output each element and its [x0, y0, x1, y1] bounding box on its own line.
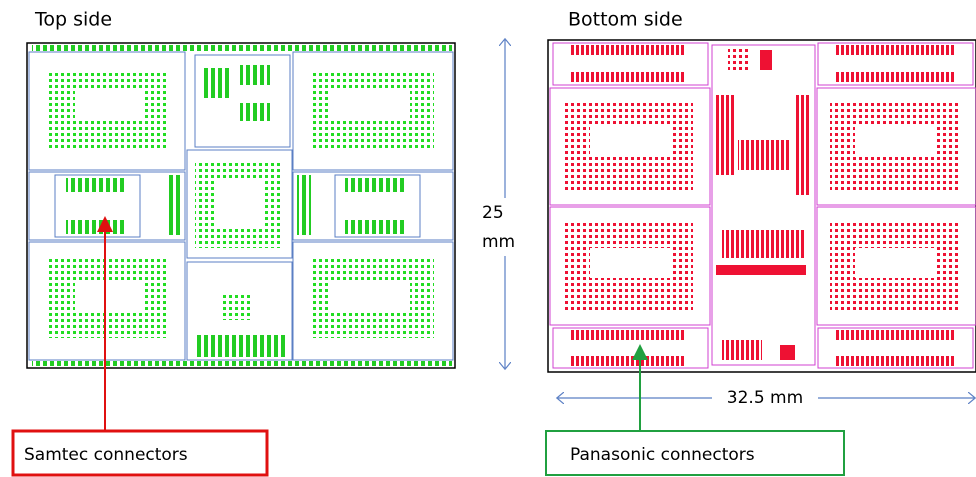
top-side-label: Top side	[34, 9, 112, 31]
panasonic-label: Panasonic connectors	[570, 445, 755, 465]
height-value: 25	[482, 203, 504, 223]
height-unit: mm	[482, 232, 515, 252]
bottom-side-label: Bottom side	[568, 9, 683, 31]
diagram: Top side Bottom side	[0, 0, 976, 477]
bottom-board	[548, 40, 976, 372]
samtec-label: Samtec connectors	[24, 445, 188, 465]
width-label: 32.5 mm	[727, 388, 803, 408]
top-board	[27, 43, 455, 368]
